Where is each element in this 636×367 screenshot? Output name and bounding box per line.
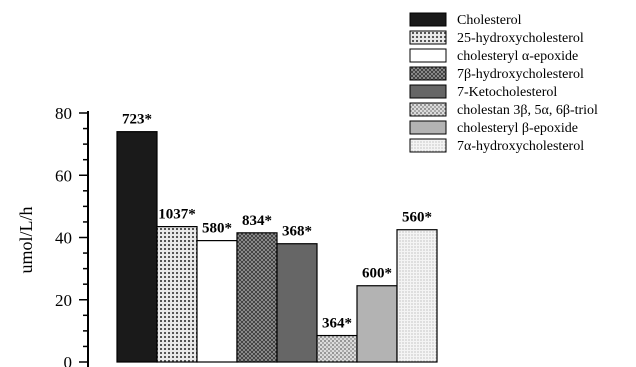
bars: 723* 1037* 580* 834* 368* 364* 600* 560* xyxy=(116,112,438,363)
bar xyxy=(276,243,318,363)
legend-swatch xyxy=(409,84,447,99)
y-tick-label: 60 xyxy=(55,166,72,185)
legend-label: 7α-hydroxycholesterol xyxy=(457,139,584,154)
legend-swatch xyxy=(409,138,447,153)
legend-swatch xyxy=(409,48,447,63)
bar xyxy=(356,285,398,363)
data-label: 600* xyxy=(362,266,392,282)
bar xyxy=(196,240,238,363)
y-tick-label: 20 xyxy=(55,291,72,310)
bar xyxy=(156,226,198,363)
data-label: 580* xyxy=(202,221,232,237)
legend-label: 25-hydroxycholesterol xyxy=(457,31,584,46)
y-axis-label: umol/L/h xyxy=(16,207,36,274)
bar xyxy=(396,229,438,363)
y-tick-label: 80 xyxy=(55,104,72,123)
data-label: 560* xyxy=(402,210,432,226)
bar xyxy=(116,131,158,363)
legend-label: 7-Ketocholesterol xyxy=(457,85,557,100)
data-label: 1037* xyxy=(158,207,196,223)
legend-swatch xyxy=(409,12,447,27)
data-label: 364* xyxy=(322,316,352,332)
legend: Cholesterol 25-hydroxycholesterol choleste… xyxy=(409,12,598,154)
legend-swatch xyxy=(409,30,447,45)
y-axis: 0 20 40 60 80 xyxy=(55,104,89,367)
legend-label: 7β-hydroxycholesterol xyxy=(457,67,584,82)
legend-label: cholestan 3β, 5α, 6β-triol xyxy=(457,103,598,118)
bar xyxy=(316,334,358,363)
legend-swatch xyxy=(409,120,447,135)
legend-swatch xyxy=(409,102,447,117)
data-label: 834* xyxy=(242,213,272,229)
data-label: 723* xyxy=(122,112,152,128)
y-tick-label: 0 xyxy=(64,353,73,367)
legend-label: cholesteryl β-epoxide xyxy=(457,121,578,136)
y-tick-label: 40 xyxy=(55,229,72,248)
data-label: 368* xyxy=(282,224,312,240)
legend-label: Cholesterol xyxy=(457,13,522,28)
legend-label: cholesteryl α-epoxide xyxy=(457,49,578,64)
bar xyxy=(236,232,278,363)
legend-swatch xyxy=(409,66,447,81)
